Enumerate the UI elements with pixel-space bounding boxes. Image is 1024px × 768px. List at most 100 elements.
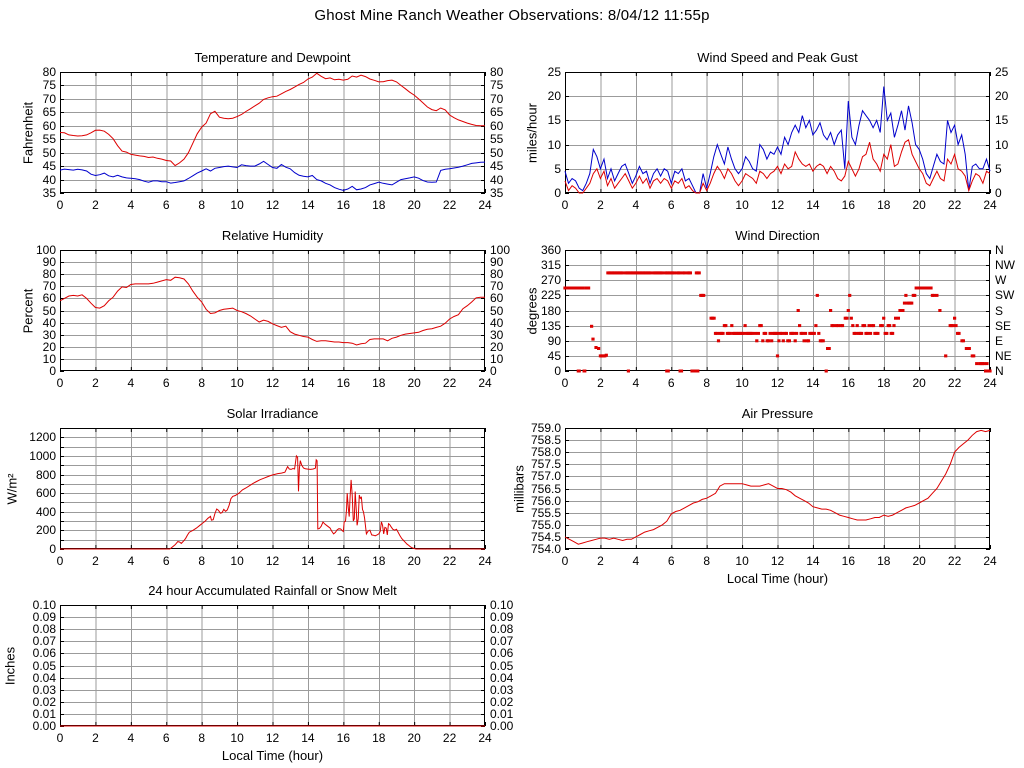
- chart-title: Air Pressure: [741, 406, 814, 421]
- data-point-wind_direction: [671, 271, 675, 275]
- data-point-wind_direction: [892, 324, 896, 328]
- data-point-wind_direction: [675, 271, 679, 275]
- chart-title: Wind Speed and Peak Gust: [697, 50, 858, 65]
- data-point-wind_direction: [896, 316, 900, 320]
- x-tick-label: 16: [841, 554, 855, 568]
- x-tick-label: 4: [127, 198, 135, 212]
- y-tick-label: 0.02: [32, 694, 56, 709]
- x-tick-label: 18: [877, 198, 891, 212]
- x-axis-title: Local Time (hour): [221, 748, 324, 763]
- data-point-wind_direction: [640, 271, 644, 275]
- plot-area: [59, 72, 486, 194]
- x-tick-label: 14: [806, 376, 820, 390]
- y-tick-label: 30: [42, 327, 56, 342]
- x-tick-label: 16: [841, 198, 855, 212]
- data-point-wind_direction: [964, 347, 968, 350]
- y-tick-label: 759.0: [530, 421, 561, 435]
- chart-title: Temperature and Dewpoint: [194, 50, 351, 65]
- right-tick-label: 100: [490, 243, 511, 257]
- data-point-wind_direction: [846, 309, 850, 312]
- y-tick-label: 70: [42, 91, 56, 106]
- right-tick-label: 10: [490, 351, 504, 366]
- y-tick-label: 0.09: [32, 610, 56, 625]
- y-tick-label: 0: [49, 364, 56, 378]
- data-point-wind_direction: [741, 331, 746, 335]
- y-tick-label: 135: [540, 318, 561, 333]
- y-tick-label: 0.00: [32, 719, 56, 733]
- x-tick-label: 24: [983, 554, 997, 568]
- right-tick-label: 50: [490, 145, 504, 160]
- data-point-wind_direction: [984, 369, 988, 373]
- x-tick-label: 4: [632, 554, 640, 568]
- data-point-wind_direction: [827, 347, 831, 350]
- right-tick-label: 45: [490, 159, 504, 174]
- y-tick-label: 60: [42, 291, 56, 306]
- data-point-wind_direction: [913, 293, 917, 297]
- right-tick-label: 0.01: [490, 706, 514, 721]
- data-point-wind_direction: [691, 369, 695, 373]
- x-tick-label: 4: [632, 198, 640, 212]
- x-tick-label: 14: [806, 554, 820, 568]
- y-tick-label: 0.10: [32, 598, 56, 612]
- x-tick-label: 18: [372, 376, 386, 390]
- x-tick-label: 6: [667, 198, 675, 212]
- data-point-wind_direction: [775, 331, 780, 335]
- right-tick-label: 35: [490, 186, 504, 200]
- right-tick-label: 70: [490, 279, 504, 294]
- right-tick-label: NE: [995, 348, 1012, 363]
- y-tick-label: 270: [540, 273, 561, 288]
- x-tick-label: 24: [478, 731, 492, 745]
- data-point-wind_direction: [867, 324, 871, 328]
- x-tick-label: 4: [127, 554, 135, 568]
- data-point-wind_direction: [591, 337, 595, 341]
- x-tick-label: 2: [92, 731, 99, 745]
- x-tick-label: 6: [162, 376, 170, 390]
- data-line-dewpoint: [59, 160, 486, 191]
- x-tick-label: 8: [198, 731, 205, 745]
- x-tick-label: 8: [703, 198, 710, 212]
- y-tick-label: 758.0: [530, 445, 561, 460]
- data-point-wind_direction: [626, 369, 630, 373]
- right-tick-label: 0.07: [490, 634, 514, 649]
- x-tick-label: 14: [301, 731, 315, 745]
- data-point-wind_direction: [621, 271, 625, 275]
- x-tick-label: 2: [92, 376, 99, 390]
- x-tick-label: 16: [841, 376, 855, 390]
- data-point-wind_direction: [604, 353, 608, 357]
- data-point-wind_direction: [815, 293, 819, 297]
- data-point-wind_direction: [832, 324, 836, 328]
- right-tick-label: 5: [995, 161, 1002, 176]
- right-tick-label: 80: [490, 65, 504, 79]
- right-tick-label: E: [995, 333, 1004, 348]
- y-tick-label: 75: [42, 78, 56, 93]
- data-point-wind_direction: [855, 324, 859, 328]
- x-tick-label: 20: [407, 376, 421, 390]
- x-tick-label: 14: [806, 198, 820, 212]
- right-tick-label: 0.03: [490, 682, 514, 697]
- data-point-wind_direction: [854, 331, 858, 335]
- x-tick-label: 16: [336, 554, 350, 568]
- y-tick-label: 35: [42, 186, 56, 200]
- chart-relative-humidity: Relative Humidity Percent 100 90 80 70 60 50 4…: [20, 228, 510, 390]
- y-tick-label: 200: [35, 523, 56, 538]
- y-tick-label: 0.07: [32, 634, 56, 649]
- data-point-wind_direction: [753, 331, 757, 335]
- data-point-wind_direction: [885, 331, 889, 335]
- data-point-wind_direction: [953, 316, 957, 320]
- plot-border: [565, 428, 990, 549]
- x-tick-label: 12: [265, 731, 280, 745]
- x-tick-label: 20: [407, 731, 421, 745]
- data-point-wind_direction: [768, 331, 772, 335]
- x-tick-label: 22: [442, 554, 457, 568]
- x-tick-label: 20: [407, 198, 421, 212]
- data-point-wind_direction: [801, 331, 805, 335]
- data-point-wind_direction: [901, 309, 905, 312]
- chart-title: 24 hour Accumulated Rainfall or Snow Mel…: [148, 583, 397, 598]
- data-point-wind_direction: [902, 301, 907, 305]
- y-tick-label: 0.03: [32, 682, 56, 697]
- data-point-wind_direction: [910, 301, 914, 305]
- data-point-wind_direction: [613, 271, 617, 275]
- chart-temperature-dewpoint: Temperature and Dewpoint Fahrenheit 80 75…: [20, 50, 503, 212]
- data-point-wind_direction: [730, 324, 734, 328]
- x-tick-label: 0: [56, 731, 64, 745]
